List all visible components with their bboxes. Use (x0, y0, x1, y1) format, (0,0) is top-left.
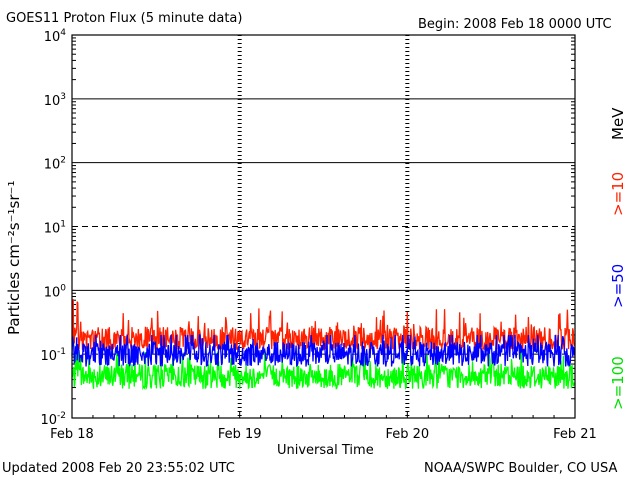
legend-gte10: >=10 (609, 172, 627, 216)
x-tick-label-0: Feb 18 (50, 427, 94, 442)
credit: NOAA/SWPC Boulder, CO USA (424, 461, 618, 476)
x-tick-label-2: Feb 20 (385, 427, 429, 442)
plot-frame (71, 34, 576, 419)
y-axis-label: Particles cm⁻²s⁻¹sr⁻¹ (5, 181, 23, 335)
legend-unit-text: MeV (609, 107, 627, 140)
y-tick-label-4: 102 (44, 156, 66, 173)
legend-gte50-text: >=50 (609, 263, 627, 308)
y-axis-label-text: Particles cm⁻²s⁻¹sr⁻¹ (5, 180, 23, 335)
y-tick-label-6: 104 (44, 28, 67, 45)
series-line-2 (71, 351, 576, 391)
y-tick-label-1: 10-1 (40, 347, 66, 364)
x-tick-label-3: Feb 21 (553, 427, 597, 442)
x-tick-label-1: Feb 19 (218, 427, 262, 442)
plot-layer: 10-2 10-1 100 101 102 103 104 Feb 18 Feb 19 Feb 2… (40, 28, 596, 442)
y-tick-label-3: 101 (44, 220, 66, 237)
begin-time: Begin: 2008 Feb 18 0000 UTC (418, 17, 612, 32)
legend-gte10-text: >=10 (609, 171, 627, 216)
series-line-0 (71, 299, 576, 352)
legend-gte100-text: >=100 (609, 356, 627, 410)
chart-title: GOES11 Proton Flux (5 minute data) (6, 11, 243, 26)
y-tick-label-0: 10-2 (40, 411, 66, 428)
legend-unit: MeV (609, 108, 627, 140)
legend-gte100: >=100 (609, 356, 627, 410)
y-tick-label-2: 100 (44, 283, 67, 300)
series-line-1 (71, 334, 576, 368)
updated-time: Updated 2008 Feb 20 23:55:02 UTC (2, 461, 235, 476)
x-axis-label: Universal Time (277, 443, 374, 458)
y-tick-label-5: 103 (44, 92, 66, 109)
legend-gte50: >=50 (609, 264, 627, 308)
